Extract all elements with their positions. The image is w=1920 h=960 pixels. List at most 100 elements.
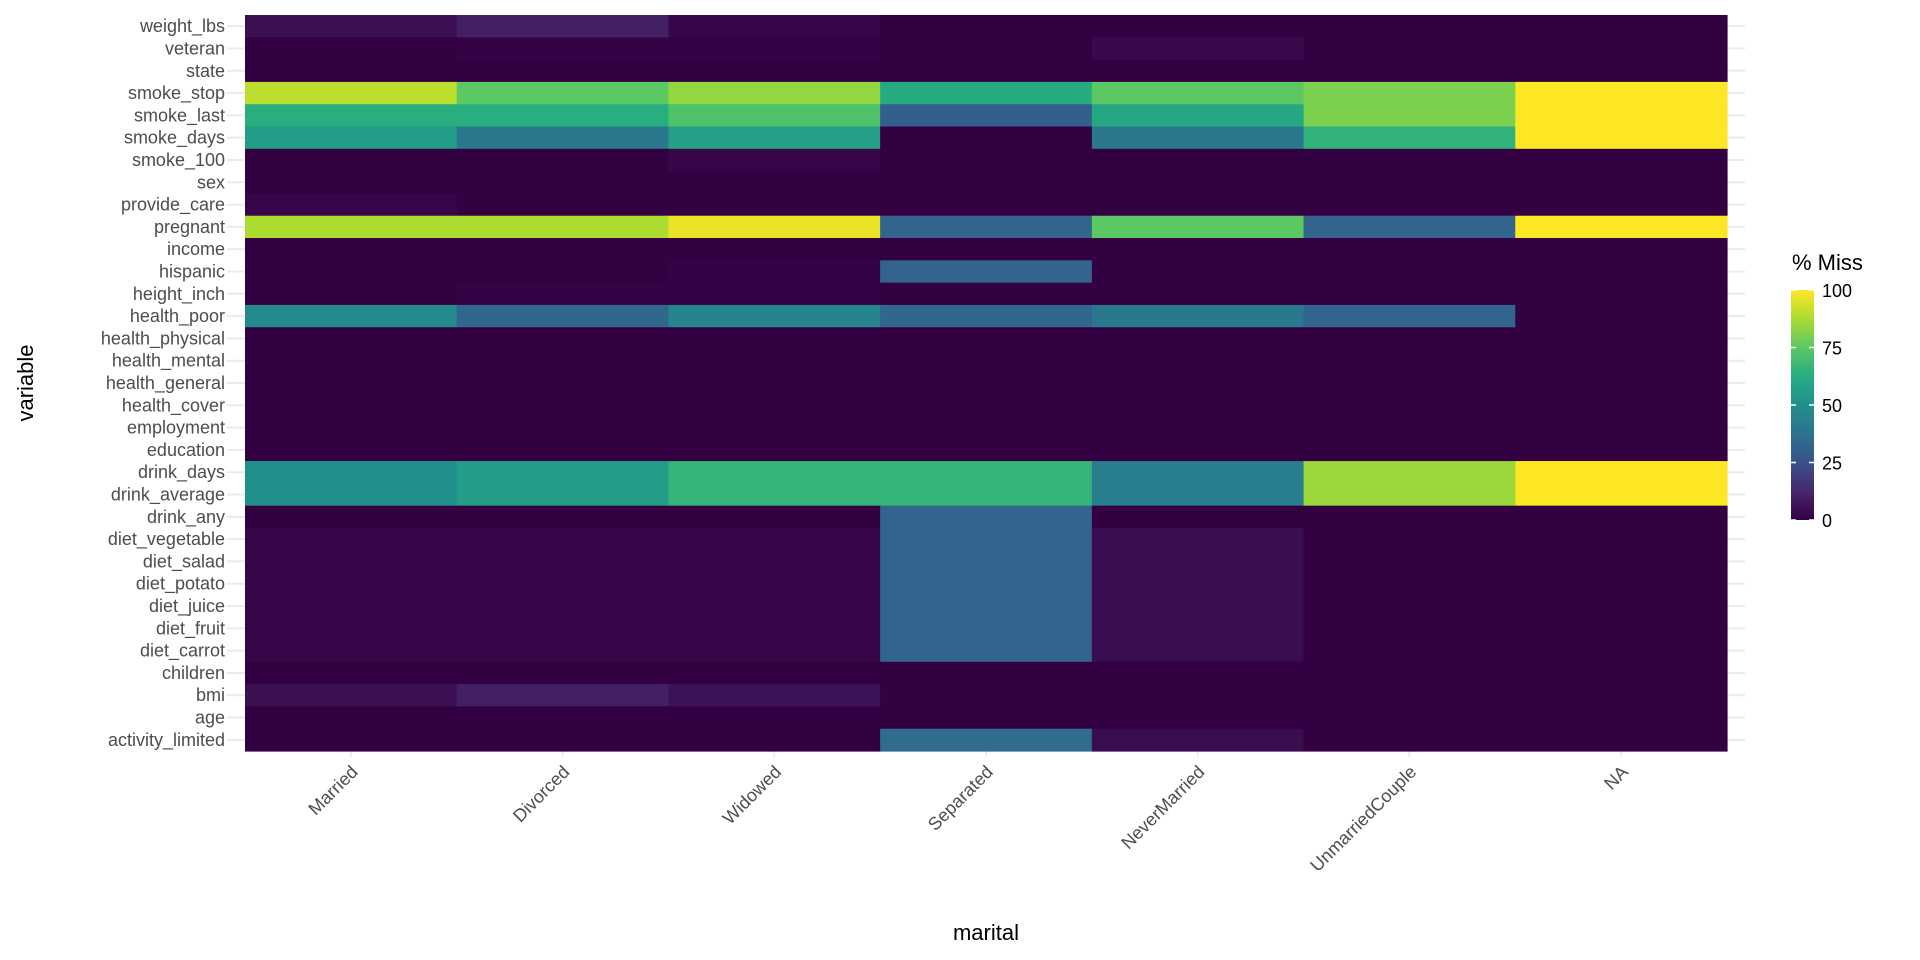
heatmap-cell [1303, 215, 1516, 239]
heatmap-cell [1303, 594, 1516, 618]
heatmap-cell [880, 706, 1093, 730]
heatmap-cell [668, 193, 881, 217]
heatmap-cell [1091, 483, 1305, 507]
heatmap-cell [456, 461, 670, 484]
heatmap-cell [880, 728, 1093, 752]
heatmap-cell [880, 394, 1093, 418]
heatmap-cell [880, 126, 1093, 150]
heatmap-cell [668, 59, 881, 83]
heatmap-cell [1303, 639, 1516, 663]
heatmap-cell [880, 438, 1093, 462]
heatmap-cell [245, 728, 458, 752]
heatmap-cell [1303, 706, 1516, 730]
x-tick-label: NeverMarried [1117, 762, 1208, 853]
heatmap-cell [668, 661, 881, 685]
heatmap-cell [1091, 527, 1305, 551]
heatmap-cell [456, 483, 670, 507]
heatmap-cell [1515, 81, 1728, 105]
heatmap-cell [880, 371, 1093, 395]
heatmap-cell [1303, 37, 1516, 61]
heatmap-cell [245, 148, 458, 172]
heatmap-cell [880, 661, 1093, 685]
x-tick-label: Married [304, 762, 361, 819]
heatmap-cell [1303, 349, 1516, 373]
heatmap-cell [1515, 148, 1728, 172]
heatmap-cell [668, 126, 881, 150]
heatmap-cell [1303, 550, 1516, 574]
heatmap-cell [1091, 238, 1305, 261]
y-tick-label: health_general [106, 373, 225, 394]
heatmap-cell [456, 148, 670, 172]
y-tick-label: health_poor [130, 306, 225, 327]
heatmap-cell [1091, 617, 1305, 641]
heatmap-cell [1515, 728, 1728, 752]
heatmap-cell [668, 438, 881, 462]
heatmap-cell [1515, 684, 1728, 707]
heatmap-cell [880, 260, 1093, 284]
heatmap-cell [1515, 260, 1728, 284]
heatmap-cell [245, 59, 458, 83]
heatmap-cell [1515, 706, 1728, 730]
heatmap-cell [456, 104, 670, 128]
y-tick-label: smoke_days [124, 128, 225, 149]
y-tick-label: veteran [165, 38, 225, 58]
heatmap-cell [1091, 461, 1305, 484]
heatmap-cell [1303, 483, 1516, 507]
legend-title: % Miss [1792, 250, 1863, 275]
heatmap-cell [880, 550, 1093, 574]
heatmap-cell [1091, 639, 1305, 663]
y-tick-label: health_mental [112, 351, 225, 372]
heatmap-cell [880, 282, 1093, 306]
heatmap-cell [1091, 728, 1305, 752]
y-tick-label: smoke_last [134, 105, 225, 126]
heatmap-cell [668, 684, 881, 707]
heatmap-cell [1091, 171, 1305, 195]
legend-tick-label: 0 [1822, 511, 1832, 531]
heatmap-cell [668, 260, 881, 284]
heatmap-cell [1515, 193, 1728, 217]
heatmap-cell [880, 349, 1093, 373]
heatmap-cell [1515, 527, 1728, 551]
heatmap-cell [880, 15, 1093, 38]
heatmap-cell [456, 594, 670, 618]
heatmap-cell [1091, 260, 1305, 284]
heatmap-cell [1091, 282, 1305, 306]
heatmap-cell [245, 706, 458, 730]
heatmap-cell [456, 416, 670, 440]
heatmap-cell [1303, 193, 1516, 217]
y-tick-label: health_physical [101, 328, 225, 349]
y-tick-label: sex [197, 172, 225, 192]
heatmap-cell [456, 394, 670, 418]
heatmap-cell [456, 572, 670, 596]
heatmap-cell [1303, 728, 1516, 752]
heatmap-cell [456, 15, 670, 38]
heatmap-cell [456, 171, 670, 195]
heatmap-cell [880, 148, 1093, 172]
heatmap-cell [1091, 327, 1305, 351]
heatmap-cell [1091, 684, 1305, 707]
heatmap-cell [668, 171, 881, 195]
heatmap-cell [245, 550, 458, 574]
heatmap-cell [1515, 617, 1728, 641]
heatmap-cell [456, 617, 670, 641]
heatmap-cell [1303, 438, 1516, 462]
heatmap-cell [1303, 304, 1516, 328]
heatmap-cell [245, 81, 458, 105]
heatmap-cell [668, 550, 881, 574]
heatmap-cell [245, 594, 458, 618]
heatmap-cell [880, 594, 1093, 618]
heatmap-cell [1515, 59, 1728, 83]
x-tick-label: Separated [924, 762, 997, 835]
heatmap-cell [456, 728, 670, 752]
heatmap-cell [1303, 148, 1516, 172]
heatmap-cell [1515, 215, 1728, 239]
heatmap-cell [1515, 394, 1728, 418]
heatmap-cell [1303, 461, 1516, 484]
y-tick-label: activity_limited [108, 730, 225, 751]
heatmap-cell [880, 238, 1093, 261]
heatmap-cell [245, 394, 458, 418]
heatmap-cell [1515, 282, 1728, 306]
heatmap-cell [1303, 59, 1516, 83]
heatmap-cell [456, 639, 670, 663]
